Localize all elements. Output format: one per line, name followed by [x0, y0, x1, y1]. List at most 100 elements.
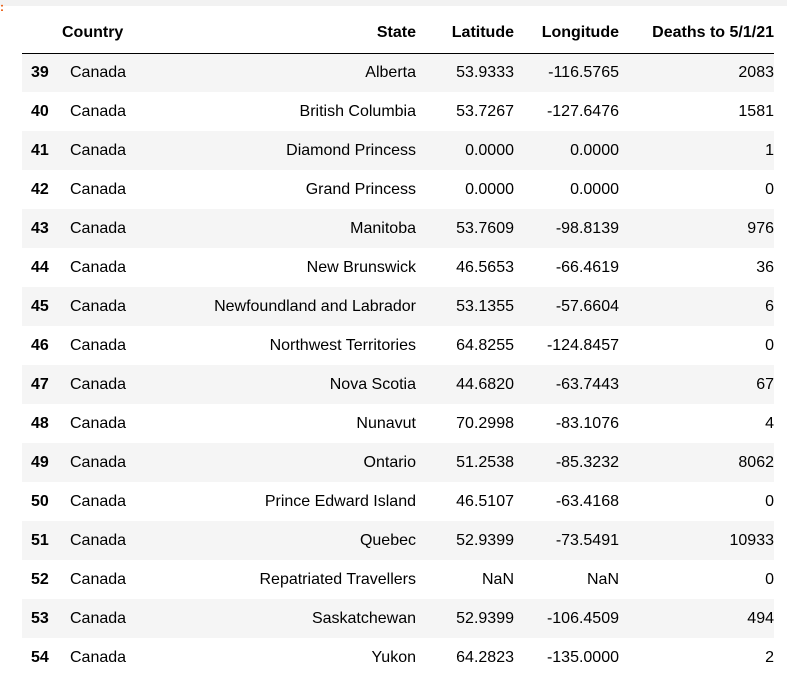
- cell-deaths: 1: [765, 141, 774, 159]
- cell-longitude: -57.6604: [555, 297, 619, 315]
- table-row: 39 Canada Alberta 53.9333 -116.5765 2083: [22, 53, 774, 92]
- cell-state: Newfoundland and Labrador: [214, 297, 416, 315]
- cell-longitude: -106.4509: [546, 609, 619, 627]
- cell-country: Canada: [70, 102, 127, 120]
- table-row: 47 Canada Nova Scotia 44.6820 -63.7443 67: [22, 365, 774, 404]
- cell-longitude: -135.0000: [546, 648, 619, 666]
- column-header-state: State: [180, 14, 426, 54]
- cell-latitude: 53.9333: [456, 63, 514, 81]
- cell-state: New Brunswick: [306, 258, 416, 276]
- cell-deaths: 4: [765, 414, 774, 432]
- cell-longitude: -98.8139: [555, 219, 619, 237]
- cell-deaths: 2083: [738, 63, 774, 81]
- cell-latitude: 52.9399: [456, 531, 514, 549]
- table-row: 53 Canada Saskatchewan 52.9399 -106.4509 494: [22, 599, 774, 638]
- cell-country: Canada: [70, 609, 127, 627]
- cell-state: Quebec: [359, 531, 416, 549]
- cell-country: Canada: [70, 375, 127, 393]
- cell-deaths: 36: [756, 258, 774, 276]
- cell-deaths: 0: [765, 180, 774, 198]
- cell-longitude: 0.0000: [570, 180, 619, 198]
- cell-deaths: 67: [756, 375, 774, 393]
- cell-state: Repatriated Travellers: [259, 570, 416, 588]
- row-index: 41: [31, 141, 49, 159]
- cell-latitude: 53.1355: [456, 297, 514, 315]
- table-header: Country State Latitude Longitude Deaths …: [22, 14, 774, 54]
- cell-latitude: 53.7267: [456, 102, 514, 120]
- cell-state: Nova Scotia: [329, 375, 416, 393]
- cell-state: Northwest Territories: [269, 336, 416, 354]
- row-index: 39: [31, 63, 49, 81]
- cell-country: Canada: [70, 258, 127, 276]
- row-index: 43: [31, 219, 49, 237]
- cell-deaths: 8062: [738, 453, 774, 471]
- cell-country: Canada: [70, 492, 127, 510]
- row-index: 49: [31, 453, 49, 471]
- cell-country: Canada: [70, 414, 127, 432]
- cell-deaths: 0: [765, 492, 774, 510]
- row-index: 53: [31, 609, 49, 627]
- table-row: 43 Canada Manitoba 53.7609 -98.8139 976: [22, 209, 774, 248]
- cell-latitude: 46.5653: [456, 258, 514, 276]
- row-index: 48: [31, 414, 49, 432]
- cell-state: Grand Princess: [305, 180, 416, 198]
- cell-latitude: 0.0000: [465, 141, 514, 159]
- table-row: 48 Canada Nunavut 70.2998 -83.1076 4: [22, 404, 774, 443]
- cell-country: Canada: [70, 63, 127, 81]
- cell-longitude: -73.5491: [555, 531, 619, 549]
- cell-state: Manitoba: [350, 219, 416, 237]
- row-index: 54: [31, 648, 49, 666]
- cell-state: Diamond Princess: [286, 141, 416, 159]
- output-prompt-marker: :: [0, 4, 3, 16]
- table-row: 49 Canada Ontario 51.2538 -85.3232 8062: [22, 443, 774, 482]
- cell-latitude: 70.2998: [456, 414, 514, 432]
- row-index: 47: [31, 375, 49, 393]
- cell-longitude: -63.7443: [555, 375, 619, 393]
- cell-deaths: 0: [765, 336, 774, 354]
- cell-country: Canada: [70, 336, 127, 354]
- dataframe-table: Country State Latitude Longitude Deaths …: [22, 14, 774, 677]
- column-header-index: [22, 14, 62, 54]
- cell-longitude: -83.1076: [555, 414, 619, 432]
- cell-latitude: 53.7609: [456, 219, 514, 237]
- cell-latitude: NaN: [481, 570, 514, 588]
- row-index: 50: [31, 492, 49, 510]
- table-row: 46 Canada Northwest Territories 64.8255 -124…: [22, 326, 774, 365]
- cell-deaths: 494: [747, 609, 774, 627]
- column-header-country: Country: [62, 14, 180, 54]
- cell-latitude: 52.9399: [456, 609, 514, 627]
- cell-country: Canada: [70, 141, 127, 159]
- cell-state: Nunavut: [356, 414, 416, 432]
- table-row: 52 Canada Repatriated Travellers NaN NaN 0: [22, 560, 774, 599]
- row-index: 42: [31, 180, 49, 198]
- cell-country: Canada: [70, 648, 127, 666]
- table-row: 45 Canada Newfoundland and Labrador 53.1355…: [22, 287, 774, 326]
- cell-longitude: -85.3232: [555, 453, 619, 471]
- cell-latitude: 64.8255: [456, 336, 514, 354]
- cell-deaths: 976: [747, 219, 774, 237]
- row-index: 45: [31, 297, 49, 315]
- cell-deaths: 10933: [729, 531, 775, 549]
- column-header-longitude: Longitude: [514, 14, 619, 54]
- cell-latitude: 64.2823: [456, 648, 514, 666]
- cell-deaths: 2: [765, 648, 774, 666]
- cell-deaths: 0: [765, 570, 774, 588]
- cell-latitude: 44.6820: [456, 375, 514, 393]
- cell-country: Canada: [70, 570, 127, 588]
- column-header-latitude: Latitude: [426, 14, 514, 54]
- cell-country: Canada: [70, 180, 127, 198]
- table-row: 42 Canada Grand Princess 0.0000 0.0000 0: [22, 170, 774, 209]
- cell-country: Canada: [70, 219, 127, 237]
- cell-longitude: NaN: [586, 570, 619, 588]
- cell-state: Ontario: [363, 453, 416, 471]
- table-row: 44 Canada New Brunswick 46.5653 -66.4619 36: [22, 248, 774, 287]
- header-row: Country State Latitude Longitude Deaths …: [22, 14, 774, 54]
- cell-country: Canada: [70, 297, 127, 315]
- table-row: 54 Canada Yukon 64.2823 -135.0000 2: [22, 638, 774, 677]
- cell-state: Saskatchewan: [311, 609, 416, 627]
- row-index: 46: [31, 336, 49, 354]
- cell-latitude: 0.0000: [465, 180, 514, 198]
- table-row: 50 Canada Prince Edward Island 46.5107 -63.4…: [22, 482, 774, 521]
- table-row: 40 Canada British Columbia 53.7267 -127.6476…: [22, 92, 774, 131]
